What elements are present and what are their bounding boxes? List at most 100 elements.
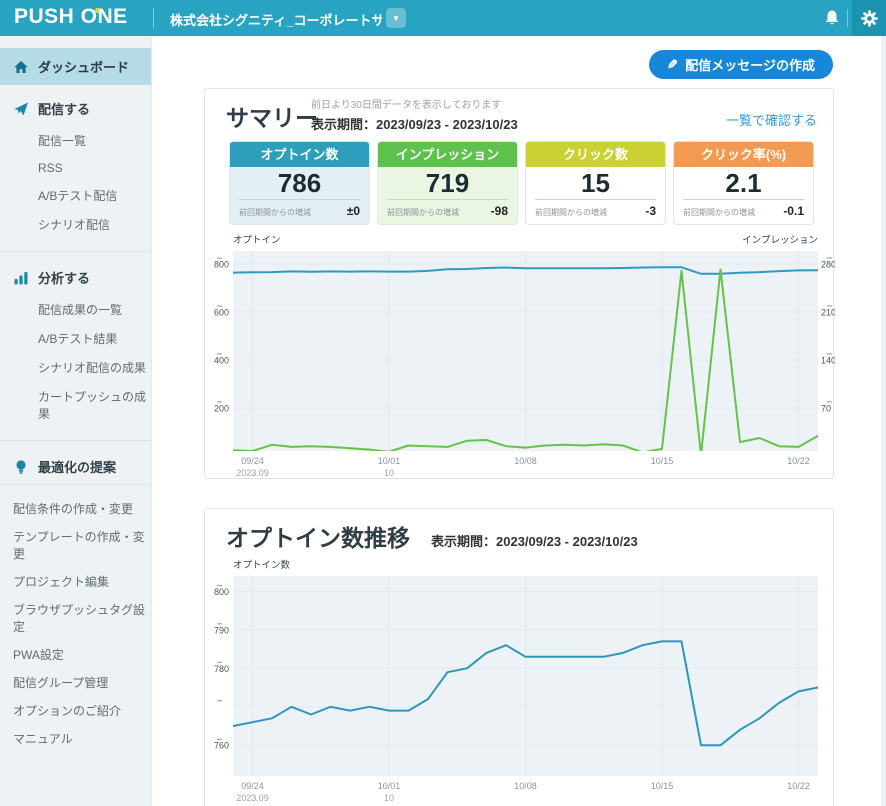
home-icon: [14, 60, 28, 73]
sidebar-section-0[interactable]: 配信する: [0, 85, 151, 124]
card-value: 15: [581, 167, 610, 198]
main-content: ✎ 配信メッセージの作成 サマリー 前日より30日間データを表示しております 表…: [152, 36, 886, 806]
card-value: 2.1: [725, 167, 762, 198]
gear-icon: [860, 9, 878, 27]
svg-text:2023.09: 2023.09: [236, 468, 269, 478]
summary-panel: サマリー 前日より30日間データを表示しております 表示期間：2023/09/2…: [204, 88, 835, 479]
summary-period: 表示期間：2023/09/23 - 2023/10/23: [311, 117, 518, 132]
svg-text:790: 790: [214, 625, 229, 635]
svg-text:インプレッション: インプレッション: [742, 235, 818, 246]
header-divider: [153, 8, 154, 28]
card-delta-label: 前回期間からの増減: [387, 208, 459, 217]
sidebar-section-label: 配信する: [38, 102, 91, 117]
sidebar-link[interactable]: 配信条件の作成・変更: [13, 502, 134, 516]
sidebar-item-label: ダッシュボード: [38, 60, 130, 75]
notifications-bell-button[interactable]: [823, 9, 841, 27]
view-list-link[interactable]: 一覧で確認する: [725, 113, 817, 128]
svg-text:400: 400: [214, 355, 229, 365]
sidebar-item[interactable]: A/Bテスト結果: [38, 332, 118, 346]
summary-note: 前日より30日間データを表示しております: [311, 100, 502, 111]
svg-text:10/08: 10/08: [514, 456, 537, 466]
svg-text:10/01: 10/01: [378, 456, 401, 466]
svg-text:210: 210: [821, 307, 835, 317]
summary-cards: オプトイン数 786 前回期間からの増減 ±0 インプレッション 719 前回期間からの増減…: [229, 141, 814, 225]
svg-text:オプトイン数: オプトイン数: [233, 559, 291, 571]
svg-text:09/24: 09/24: [241, 456, 264, 466]
card-label: クリック率(%): [674, 142, 813, 167]
sidebar-section-label: 分析する: [38, 271, 91, 286]
sidebar-item[interactable]: RSS: [38, 161, 63, 175]
svg-text:10/22: 10/22: [787, 781, 810, 791]
create-message-button[interactable]: ✎ 配信メッセージの作成: [649, 50, 833, 79]
svg-text:280: 280: [821, 260, 835, 270]
sidebar-item-dashboard[interactable]: ダッシュボード: [0, 48, 151, 85]
summary-period-block: 前日より30日間データを表示しております 表示期間：2023/09/23 - 2…: [311, 96, 518, 133]
company-name: 株式会社シグニティ_コーポレートサ…: [170, 13, 382, 28]
svg-text:760: 760: [214, 741, 229, 751]
svg-text:800: 800: [214, 260, 229, 270]
summary-card-0: オプトイン数 786 前回期間からの増減 ±0: [229, 141, 370, 225]
sidebar-link[interactable]: 配信グループ管理: [13, 676, 109, 690]
card-delta-value: ±0: [346, 204, 360, 218]
card-label: オプトイン数: [230, 142, 369, 167]
card-value: 719: [425, 167, 470, 198]
card-delta-label: 前回期間からの増減: [535, 208, 607, 217]
sidebar-link[interactable]: マニュアル: [13, 732, 73, 746]
card-delta-value: -3: [645, 204, 656, 218]
sidebar-link[interactable]: テンプレートの作成・変更: [13, 530, 145, 561]
pencil-icon: ✎: [667, 56, 679, 72]
optin-trend-period: 表示期間：2023/09/23 - 2023/10/23: [431, 534, 638, 549]
lightbulb-icon: [16, 459, 26, 474]
sidebar-item[interactable]: 配信成果の一覧: [38, 303, 123, 317]
settings-gear-button[interactable]: [852, 0, 886, 36]
app-logo: PUSH ONE: [14, 5, 128, 28]
svg-text:780: 780: [214, 664, 229, 674]
card-delta-value: -98: [490, 204, 508, 218]
sidebar-separator: [0, 251, 151, 252]
bell-icon: [825, 10, 839, 25]
caret-down-icon: ▼: [392, 13, 400, 23]
svg-text:10/08: 10/08: [514, 781, 537, 791]
summary-card-2: クリック数 15 前回期間からの増減 -3: [525, 141, 666, 225]
svg-text:600: 600: [214, 308, 229, 318]
svg-text:オプトイン: オプトイン: [233, 235, 281, 246]
svg-text:10/15: 10/15: [651, 781, 674, 791]
optin-trend-chart: 800 790 780 760 オプトイン数 09/24 2023.09 10/01 10 10/…: [214, 559, 818, 803]
svg-text:800: 800: [214, 587, 229, 597]
send-icon: [14, 102, 28, 115]
svg-text:10/22: 10/22: [787, 456, 810, 466]
sidebar-link[interactable]: プロジェクト編集: [13, 575, 110, 589]
header-divider: [847, 9, 848, 27]
create-message-label: 配信メッセージの作成: [685, 58, 815, 73]
bar-chart-icon: [14, 271, 28, 284]
svg-text:10/15: 10/15: [651, 456, 674, 466]
summary-card-3: クリック率(%) 2.1 前回期間からの増減 -0.1: [673, 141, 814, 225]
card-label: クリック数: [526, 142, 665, 167]
svg-text:10: 10: [384, 468, 394, 478]
sidebar-item[interactable]: シナリオ配信: [38, 218, 111, 232]
optin-trend-panel: オプトイン数推移 表示期間：2023/09/23 - 2023/10/23 80…: [204, 508, 834, 806]
sidebar-link[interactable]: PWA設定: [13, 648, 64, 662]
sidebar-item[interactable]: 配信一覧: [38, 134, 87, 148]
sidebar-section-label: 最適化の提案: [38, 460, 117, 475]
card-delta-label: 前回期間からの増減: [683, 208, 755, 217]
optin-trend-title: オプトイン数推移: [226, 525, 410, 551]
sidebar-item[interactable]: A/Bテスト配信: [38, 189, 118, 203]
sidebar-link[interactable]: オプションのご紹介: [13, 704, 122, 718]
sidebar-separator: [0, 440, 151, 441]
sidebar-section-1[interactable]: 分析する: [0, 254, 151, 293]
svg-text:70: 70: [821, 403, 831, 413]
sidebar-separator: [0, 484, 151, 485]
logo-accent-dot: [95, 8, 100, 13]
svg-text:09/24: 09/24: [241, 781, 264, 791]
scrollbar[interactable]: [881, 36, 886, 806]
sidebar-item[interactable]: シナリオ配信の成果: [38, 361, 147, 375]
card-delta-label: 前回期間からの増減: [239, 208, 311, 217]
svg-text:2023.09: 2023.09: [236, 793, 269, 803]
sidebar-item[interactable]: カートプッシュの成果: [38, 390, 147, 421]
sidebar-link[interactable]: ブラウザプッシュタグ設定: [13, 603, 146, 634]
sidebar-section-2[interactable]: 最適化の提案: [0, 443, 151, 482]
company-dropdown-button[interactable]: ▼: [386, 8, 406, 28]
sidebar: ダッシュボード 配信する配信一覧 RSS A/Bテスト配信 シナリオ配信 分析する配信成果…: [0, 36, 152, 806]
